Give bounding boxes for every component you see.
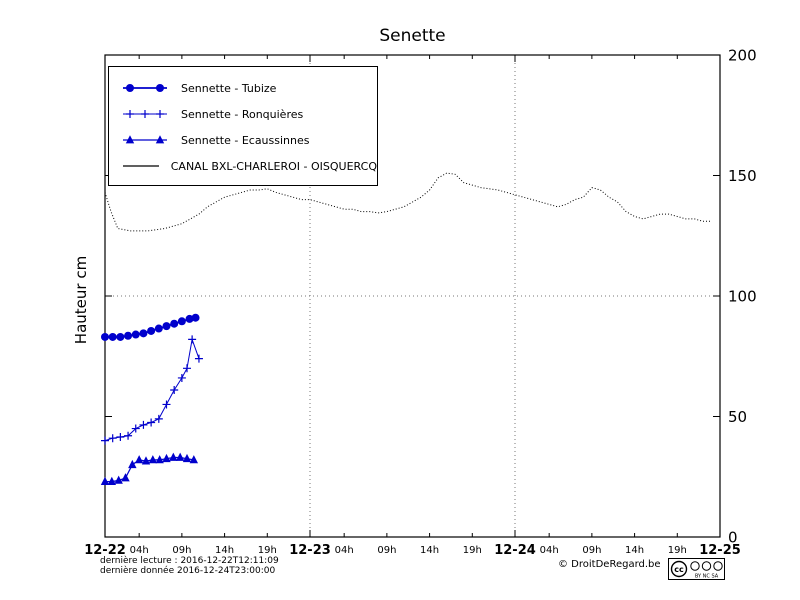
x-hour-label: 19h — [668, 545, 687, 556]
x-day-label: 12-23 — [289, 543, 331, 558]
x-hour-label: 14h — [420, 545, 439, 556]
x-day-label: 12-22 — [84, 543, 126, 558]
legend-item-canal: CANAL BXL-CHARLEROI - OISQUERCQ — [109, 153, 377, 179]
legend-label: CANAL BXL-CHARLEROI - OISQUERCQ — [170, 159, 377, 173]
cc-by-nc-sa-badge-icon: cc BY NC SA — [668, 558, 725, 580]
x-hour-label: 14h — [625, 545, 644, 556]
x-hour-label: 19h — [463, 545, 482, 556]
legend-sample-triangle-icon — [123, 135, 167, 144]
legend-label: Sennette - Tubize — [181, 81, 277, 95]
legend-label: Sennette - Ronquières — [181, 107, 304, 121]
legend-sample-circle-icon — [123, 84, 167, 92]
x-axis: 12-22 04h 09h 14h 19h 12-23 04h 09h 14h 19h 12-24 0… — [84, 55, 741, 558]
series-tubize — [101, 313, 200, 341]
legend-label: Sennette - Ecaussinnes — [181, 133, 310, 147]
footer-last-data: dernière donnée 2016-12-24T23:00:00 — [100, 566, 276, 576]
x-hour-label: 04h — [130, 545, 149, 556]
legend: Sennette - Tubize Sennette - Ronquières … — [108, 66, 378, 186]
x-hour-label: 09h — [582, 545, 601, 556]
x-hour-label: 14h — [215, 545, 234, 556]
chart-title: Senette — [379, 26, 446, 46]
x-hour-label: 04h — [540, 545, 559, 556]
y-tick-label: 0 — [728, 529, 738, 547]
x-day-label: 12-24 — [494, 543, 536, 558]
x-hour-label: 09h — [172, 545, 191, 556]
y-axis: 0 50 100 150 200 — [105, 47, 757, 547]
legend-item-ecaussinnes: Sennette - Ecaussinnes — [109, 127, 377, 153]
cc-terms-label: BY NC SA — [695, 574, 719, 580]
y-tick-label: 100 — [728, 288, 757, 306]
x-hour-label: 04h — [335, 545, 354, 556]
copyright: © DroitDeRegard.be — [558, 559, 661, 570]
footer-last-read: dernière lecture : 2016-12-22T12:11:09 — [100, 556, 279, 566]
legend-sample-line-icon — [123, 165, 159, 167]
y-tick-label: 50 — [728, 408, 747, 426]
x-hour-label: 09h — [377, 545, 396, 556]
x-hour-label: 19h — [258, 545, 277, 556]
legend-item-tubize: Sennette - Tubize — [109, 75, 377, 101]
cc-glyph: cc — [674, 565, 684, 574]
y-tick-label: 200 — [728, 47, 757, 65]
series-canal — [104, 172, 712, 232]
series-ronquieres — [101, 335, 203, 445]
legend-sample-plus-icon — [123, 110, 167, 118]
y-axis-label: Hauteur cm — [72, 255, 90, 345]
y-tick-label: 150 — [728, 167, 757, 185]
legend-item-ronquieres: Sennette - Ronquières — [109, 101, 377, 127]
x-day-label: 12-25 — [699, 543, 741, 558]
series-ecaussinnes — [100, 452, 199, 485]
